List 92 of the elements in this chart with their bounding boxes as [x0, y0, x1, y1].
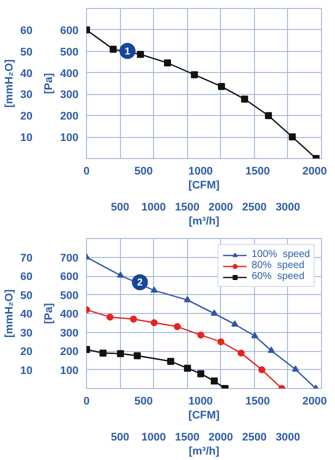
x-tick-label: 0: [83, 166, 90, 178]
y2-tick-label: 10: [20, 364, 33, 377]
point: [197, 332, 204, 339]
legend-label: 100% speed: [252, 249, 310, 260]
x2-tick-label: 2000: [208, 202, 234, 214]
y2-axis-title: [mmH₂O]: [3, 59, 16, 108]
x2-tick-label: 3000: [276, 202, 300, 214]
point: [150, 319, 158, 326]
x-tick-label: 2000: [302, 166, 327, 178]
y2-tick-label: 30: [20, 89, 33, 102]
annotation: 2: [137, 278, 144, 289]
point: [174, 323, 181, 330]
x-tick-label: 1500: [245, 166, 270, 178]
point: [100, 350, 107, 357]
y2-tick-label: 20: [20, 346, 33, 358]
point: [288, 133, 296, 140]
point: [136, 50, 144, 58]
point: [130, 316, 137, 323]
x-tick-label: 1000: [188, 396, 213, 408]
y-tick-label: 200: [60, 110, 79, 123]
annotation: 1: [124, 46, 131, 58]
y2-tick-label: 60: [20, 271, 33, 283]
y2-axis-title: [mmH₂O]: [3, 289, 16, 338]
point: [210, 310, 218, 316]
y2-tick-label: 10: [20, 132, 33, 144]
x2-tick-label: 500: [110, 432, 130, 444]
y-tick-label: 200: [60, 346, 79, 358]
y2-tick-label: 30: [20, 327, 33, 340]
x2-tick-label: 2500: [242, 202, 267, 214]
x2-tick-label: 1500: [174, 432, 200, 444]
x2-tick-label: 1500: [174, 202, 200, 214]
point: [116, 350, 124, 358]
point: [167, 358, 174, 365]
point: [258, 366, 266, 374]
x-tick-label: 500: [134, 166, 153, 178]
x2-tick-label: 2000: [208, 432, 234, 444]
point: [116, 271, 124, 278]
x2-axis-title: [m³/h]: [188, 216, 220, 228]
y-axis-title: [Pa]: [43, 302, 56, 324]
point: [184, 296, 191, 302]
point: [106, 314, 114, 321]
y-tick-label: 700: [60, 252, 79, 264]
x2-tick-label: 1000: [141, 202, 166, 214]
x-axis-title: [CFM]: [188, 410, 220, 422]
y2-tick-label: 50: [20, 290, 33, 302]
x2-tick-label: 1000: [141, 432, 166, 444]
legend-label: 60% speed: [252, 271, 304, 282]
point: [268, 346, 275, 353]
point: [197, 370, 204, 378]
point: [150, 286, 158, 293]
x2-tick-label: 500: [110, 202, 130, 214]
point: [231, 320, 238, 327]
y2-tick-label: 70: [20, 252, 33, 264]
y-axis-title: [Pa]: [43, 72, 56, 94]
y2-tick-label: 40: [20, 68, 33, 80]
y-tick-label: 400: [60, 68, 79, 80]
point: [184, 364, 191, 372]
y2-tick-label: 20: [20, 110, 33, 123]
y-tick-label: 600: [60, 271, 79, 283]
point: [210, 378, 218, 384]
point: [264, 112, 272, 120]
y-tick-label: 300: [60, 327, 79, 340]
x-tick-label: 1000: [188, 166, 213, 178]
point: [251, 332, 258, 338]
point: [292, 365, 299, 372]
x-tick-label: 2000: [302, 396, 327, 408]
point: [218, 83, 225, 90]
x-tick-label: 0: [83, 396, 90, 408]
point: [164, 59, 171, 66]
x2-tick-label: 2500: [242, 432, 267, 444]
point: [217, 338, 224, 346]
x-axis-title: [CFM]: [188, 180, 220, 192]
point: [241, 96, 248, 103]
y-tick-label: 100: [60, 364, 79, 377]
x2-tick-label: 3000: [276, 432, 300, 444]
x-tick-label: 1500: [245, 396, 270, 408]
y2-tick-label: 40: [20, 308, 33, 320]
y-tick-label: 400: [60, 308, 79, 320]
point: [238, 350, 245, 357]
y-tick-label: 500: [60, 46, 79, 58]
x2-axis-title: [m³/h]: [188, 446, 220, 458]
y2-tick-label: 60: [20, 24, 33, 37]
y-tick-label: 100: [60, 132, 79, 144]
point: [134, 352, 141, 360]
y2-tick-label: 50: [20, 46, 33, 58]
legend-label: 80% speed: [252, 260, 304, 271]
point: [190, 71, 198, 78]
point: [110, 46, 117, 53]
y-tick-label: 600: [60, 24, 79, 37]
y-tick-label: 500: [60, 290, 79, 302]
x-tick-label: 500: [134, 396, 153, 408]
y-tick-label: 300: [60, 89, 79, 102]
